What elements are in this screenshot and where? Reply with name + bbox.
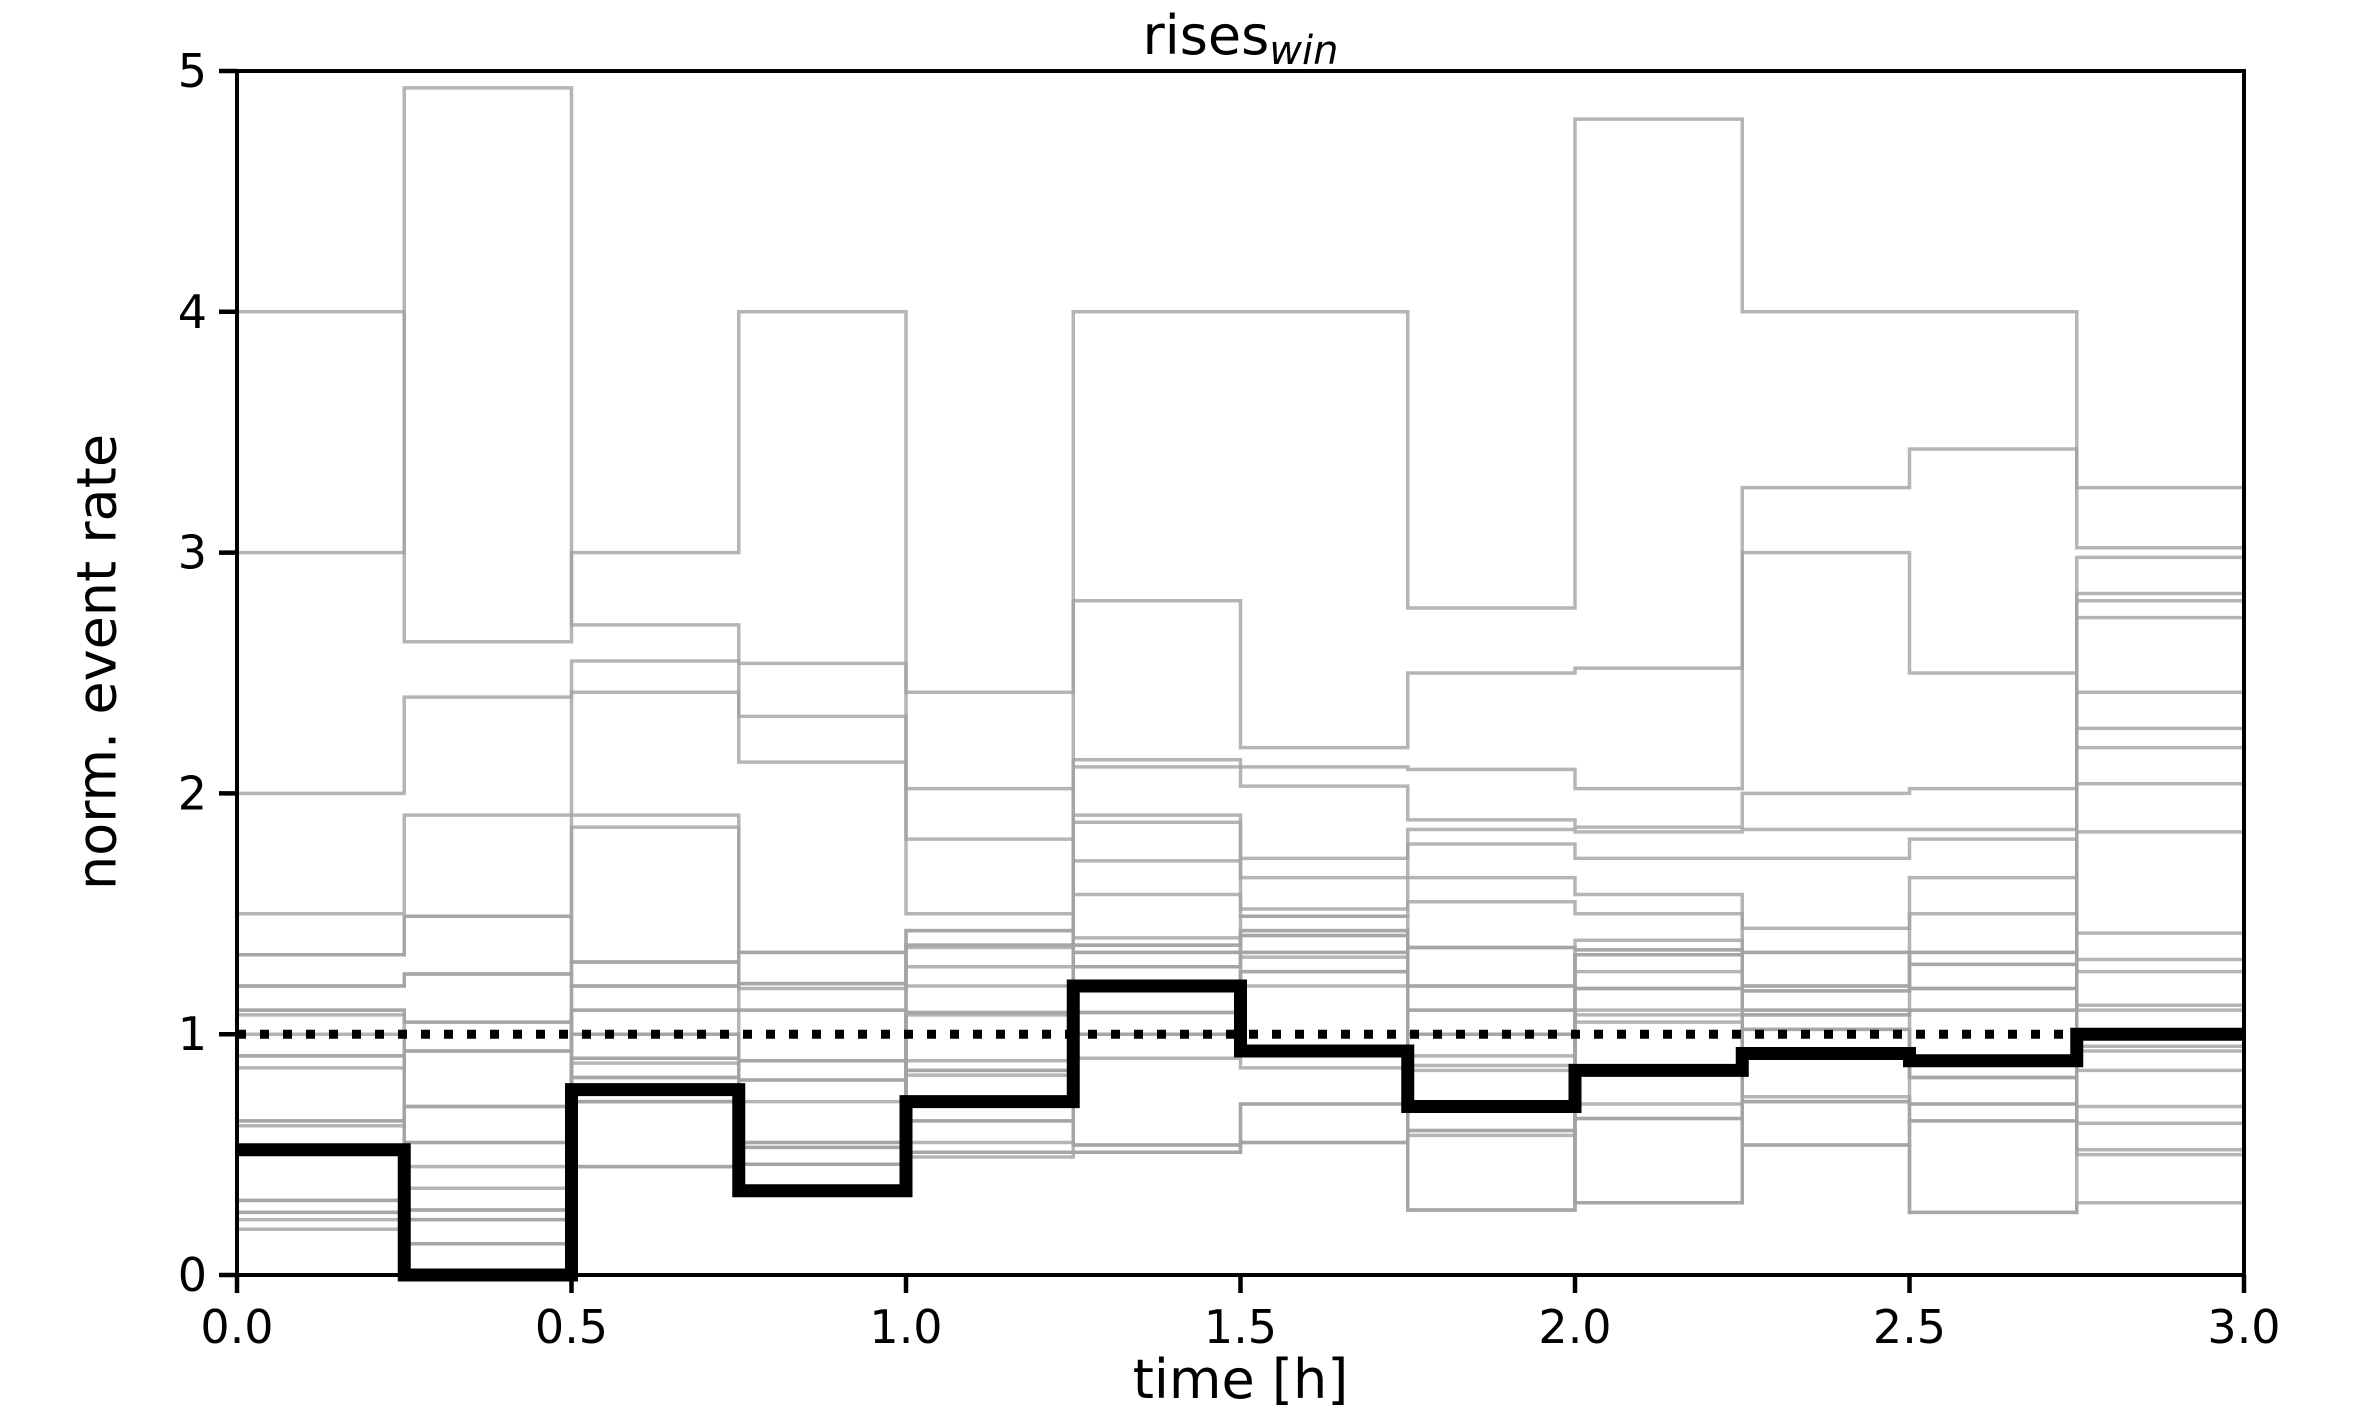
gray-trace-line: [237, 1099, 2244, 1246]
y-tick-label: 0: [178, 1248, 207, 1302]
x-axis-label: time [h]: [1132, 1348, 1349, 1411]
gray-trace-line: [237, 914, 2244, 1109]
y-axis-label: norm. event rate: [65, 433, 129, 891]
y-tick-label: 1: [178, 1007, 207, 1061]
gray-traces: [237, 86, 2244, 1246]
chart-title: riseswin: [237, 4, 2244, 74]
x-tick-label: 3.0: [2207, 1300, 2280, 1354]
x-tick-label: 2.5: [1873, 1300, 1946, 1354]
chart-title-subscript: win: [1269, 28, 1339, 74]
x-axis-ticks: 0.0 0.5 1.0 1.5 2.0 2.5 3.0: [200, 1275, 2281, 1354]
mean-step-line: [237, 979, 2244, 1282]
y-axis-ticks: 0 1 2 3 4 5: [178, 44, 237, 1302]
gray-trace-line: [237, 86, 2244, 791]
x-tick-label: 0.5: [535, 1300, 608, 1354]
y-tick-label: 2: [178, 766, 207, 820]
x-tick-label: 2.0: [1538, 1300, 1611, 1354]
gray-trace-line: [237, 615, 2244, 988]
y-tick-label: 3: [178, 526, 207, 580]
chart-title-main: rises: [1142, 4, 1270, 67]
x-tick-label: 0.0: [200, 1300, 273, 1354]
x-tick-label: 1.0: [869, 1300, 942, 1354]
x-tick-label: 1.5: [1204, 1300, 1277, 1354]
gray-trace-line: [237, 591, 2244, 916]
y-tick-label: 5: [178, 44, 207, 98]
gray-trace-line: [237, 726, 2244, 1053]
gray-trace-line: [237, 933, 2244, 1126]
gray-trace-line: [237, 550, 2244, 841]
y-tick-label: 4: [178, 285, 207, 339]
